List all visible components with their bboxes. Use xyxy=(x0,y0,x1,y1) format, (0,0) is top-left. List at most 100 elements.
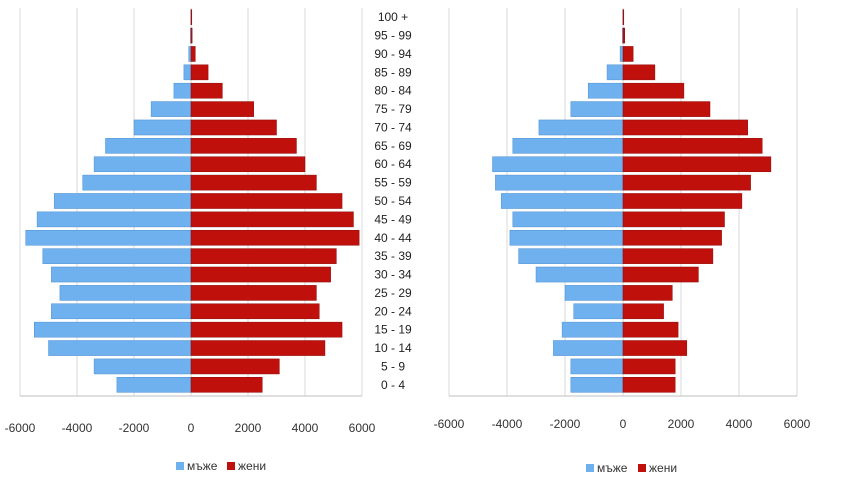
legend-swatch-male xyxy=(586,464,594,472)
age-group-label: 70 - 74 xyxy=(374,120,412,134)
bar-female-8 xyxy=(190,229,360,246)
bar-male-9 xyxy=(512,211,624,228)
x-tick-label: 0 xyxy=(620,417,627,431)
bar-male-5 xyxy=(564,285,624,301)
age-group-label: 90 - 94 xyxy=(374,47,412,61)
bar-male-3 xyxy=(34,321,192,338)
x-tick-label: -6000 xyxy=(434,417,465,431)
age-group-label: 60 - 64 xyxy=(374,157,412,171)
bar-male-13 xyxy=(512,138,624,154)
age-group-label: 30 - 34 xyxy=(374,268,412,282)
bar-male-18 xyxy=(188,46,192,62)
bar-female-17 xyxy=(190,64,209,81)
bar-female-13 xyxy=(190,138,297,154)
age-group-label: 25 - 29 xyxy=(374,286,412,300)
bar-female-15 xyxy=(190,101,254,117)
bar-male-8 xyxy=(509,229,624,246)
bar-female-1 xyxy=(622,358,676,375)
x-tick-label: 6000 xyxy=(349,421,376,435)
bar-male-13 xyxy=(105,138,192,154)
age-group-label: 10 - 14 xyxy=(374,341,412,355)
age-group-label: 45 - 49 xyxy=(374,212,412,226)
bar-female-1 xyxy=(190,358,280,375)
bar-male-2 xyxy=(553,340,624,356)
age-group-label: 95 - 99 xyxy=(374,29,412,43)
bar-female-10 xyxy=(622,193,743,209)
x-tick-label: 0 xyxy=(188,421,195,435)
bar-female-5 xyxy=(190,285,317,301)
legend-label-female: жени xyxy=(238,459,266,473)
bar-female-13 xyxy=(622,138,763,154)
x-tick-label: -2000 xyxy=(119,421,150,435)
bar-female-20 xyxy=(190,9,193,25)
bar-female-9 xyxy=(190,211,354,228)
bar-female-18 xyxy=(190,46,196,62)
bar-male-17 xyxy=(183,64,192,81)
bar-female-8 xyxy=(622,229,722,246)
bar-male-12 xyxy=(492,156,624,173)
bar-female-2 xyxy=(190,340,326,356)
bar-male-6 xyxy=(51,266,192,283)
bar-female-7 xyxy=(190,248,337,264)
bar-female-6 xyxy=(622,266,699,283)
bar-male-18 xyxy=(619,46,624,62)
bar-female-12 xyxy=(622,156,772,173)
bar-female-4 xyxy=(190,303,320,320)
bar-male-7 xyxy=(518,248,624,264)
bar-male-9 xyxy=(36,211,192,228)
bar-female-20 xyxy=(622,9,625,25)
bar-male-3 xyxy=(561,321,624,338)
bar-female-11 xyxy=(190,174,317,191)
bar-male-15 xyxy=(570,101,624,117)
bar-female-14 xyxy=(622,119,748,136)
pyramid-chart-left: -6000 -4000 -2000 0 2000 4000 6000 xyxy=(5,8,376,435)
age-group-label: 15 - 19 xyxy=(374,323,412,337)
bar-male-16 xyxy=(173,82,192,99)
bar-male-15 xyxy=(150,101,192,117)
bar-female-0 xyxy=(190,377,263,393)
bar-female-14 xyxy=(190,119,277,136)
bar-male-4 xyxy=(51,303,192,320)
age-group-label: 55 - 59 xyxy=(374,176,412,190)
x-tick-label: -4000 xyxy=(492,417,523,431)
bar-male-10 xyxy=(500,193,624,209)
legend-swatch-female xyxy=(227,462,235,470)
bar-male-2 xyxy=(48,340,192,356)
legend-label-male: мъже xyxy=(597,461,628,475)
legend-left: мъже жени xyxy=(176,459,266,473)
bar-female-11 xyxy=(622,174,751,191)
age-group-label: 80 - 84 xyxy=(374,84,412,98)
bar-male-11 xyxy=(495,174,624,191)
bar-male-16 xyxy=(587,82,624,99)
bar-female-6 xyxy=(190,266,331,283)
age-group-label: 5 - 9 xyxy=(381,359,405,373)
bar-female-16 xyxy=(622,82,685,99)
bar-female-9 xyxy=(622,211,725,228)
age-group-label: 20 - 24 xyxy=(374,304,412,318)
bar-female-3 xyxy=(190,321,343,338)
bar-female-19 xyxy=(622,27,625,44)
legend-right: мъже жени xyxy=(586,461,677,475)
x-tick-label: 4000 xyxy=(726,417,753,431)
legend-swatch-male xyxy=(176,462,184,470)
x-tick-label: 6000 xyxy=(784,417,811,431)
x-tick-label: 4000 xyxy=(292,421,319,435)
legend-label-female: жени xyxy=(649,461,677,475)
pyramid-chart-right: -6000 -4000 -2000 0 2000 4000 6000 xyxy=(434,8,811,431)
bar-female-4 xyxy=(622,303,664,320)
age-group-label: 35 - 39 xyxy=(374,249,412,263)
legend-label-male: мъже xyxy=(187,459,218,473)
bar-female-10 xyxy=(190,193,343,209)
bar-female-18 xyxy=(622,46,634,62)
age-group-label: 75 - 79 xyxy=(374,102,412,116)
age-group-label: 85 - 89 xyxy=(374,65,412,79)
bar-female-7 xyxy=(622,248,714,264)
bar-female-12 xyxy=(190,156,306,173)
bar-male-6 xyxy=(535,266,624,283)
bar-male-14 xyxy=(538,119,624,136)
bar-female-16 xyxy=(190,82,223,99)
x-tick-label: -4000 xyxy=(62,421,93,435)
bar-male-0 xyxy=(570,377,624,393)
age-group-label: 100 + xyxy=(378,10,408,24)
bar-male-10 xyxy=(53,193,192,209)
